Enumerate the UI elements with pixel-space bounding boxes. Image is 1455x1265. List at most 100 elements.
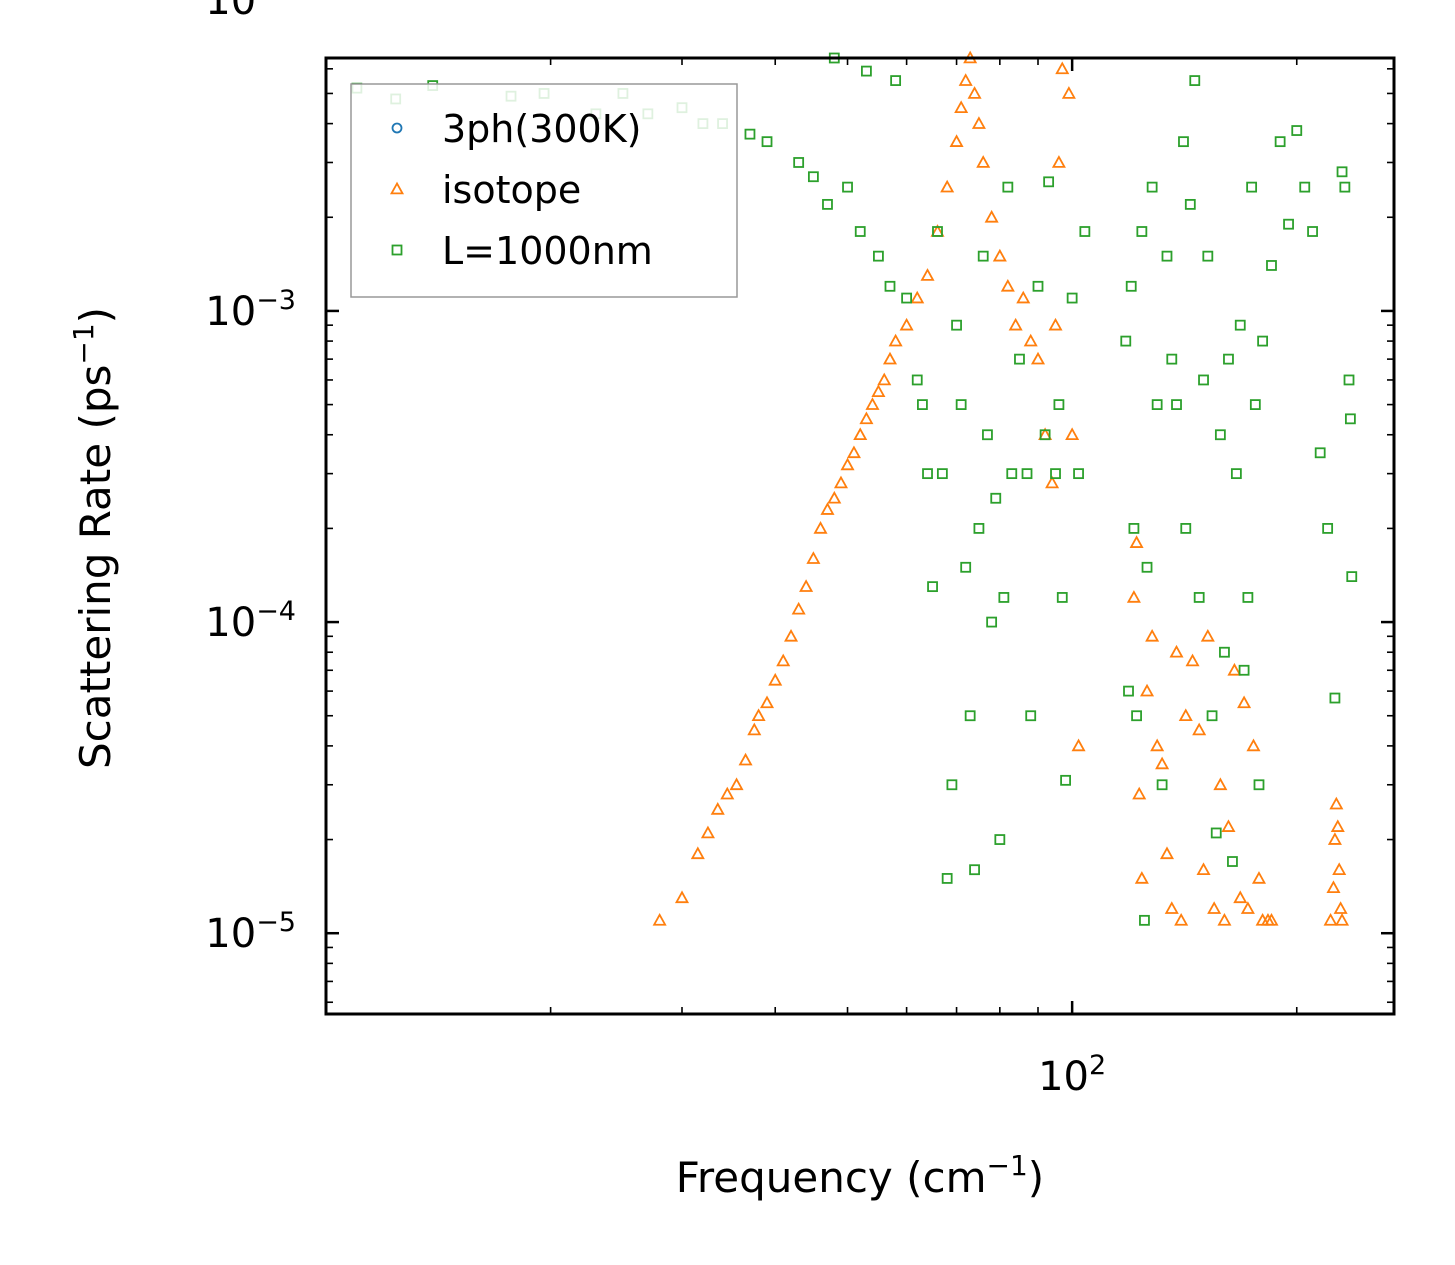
data-point-boundary xyxy=(744,128,756,140)
data-point-boundary xyxy=(1002,181,1014,193)
data-point-boundary xyxy=(1246,181,1258,193)
data-point-isotope xyxy=(846,445,861,459)
legend-label-3ph: 3ph(300K) xyxy=(442,107,641,151)
data-point-isotope xyxy=(738,752,753,766)
data-point-boundary xyxy=(1329,692,1341,704)
x-tick-base: 10 xyxy=(1038,1054,1089,1100)
data-point-boundary xyxy=(1180,523,1192,534)
data-point-isotope xyxy=(820,502,835,515)
data-point-boundary xyxy=(1198,374,1209,386)
data-point-isotope xyxy=(1237,695,1252,709)
data-point-boundary xyxy=(822,198,833,210)
data-point-boundary xyxy=(946,779,958,791)
data-point-boundary xyxy=(1146,181,1158,193)
data-point-boundary xyxy=(1039,429,1051,441)
y-tick-label: 10−4 xyxy=(205,596,296,646)
data-point-boundary xyxy=(1291,125,1303,136)
legend-marker-3ph xyxy=(391,122,403,134)
data-point-boundary xyxy=(1053,399,1065,410)
data-point-isotope xyxy=(1333,901,1348,914)
data-point-isotope xyxy=(776,653,791,667)
data-point-isotope xyxy=(1155,756,1170,770)
data-point-boundary xyxy=(854,226,866,237)
data-point-isotope xyxy=(1048,317,1063,331)
legend-item-3ph: 3ph(300K) xyxy=(391,107,641,151)
data-point-boundary xyxy=(998,592,1010,603)
data-point-boundary xyxy=(1193,592,1205,603)
data-point-boundary xyxy=(969,864,980,876)
data-point-isotope xyxy=(1140,683,1155,697)
data-point-isotope xyxy=(1196,862,1211,876)
data-point-isotope xyxy=(1330,819,1345,832)
data-point-boundary xyxy=(936,468,948,480)
data-point-isotope xyxy=(710,802,725,815)
data-point-isotope xyxy=(1051,155,1066,168)
data-point-isotope xyxy=(833,475,849,489)
data-point-isotope xyxy=(1178,708,1193,722)
data-point-isotope xyxy=(882,351,898,365)
data-point-boundary xyxy=(986,616,998,628)
data-point-isotope xyxy=(888,333,903,347)
data-point-boundary xyxy=(1184,198,1196,210)
data-point-boundary xyxy=(964,710,976,722)
data-point-isotope xyxy=(1264,912,1279,926)
data-point-boundary xyxy=(1238,664,1250,676)
data-point-boundary xyxy=(1230,468,1242,480)
data-point-isotope xyxy=(1055,61,1070,75)
legend-frame xyxy=(350,83,738,298)
data-point-boundary xyxy=(873,250,884,262)
data-point-boundary xyxy=(1307,226,1318,237)
data-point-boundary xyxy=(1073,468,1084,480)
y-tick-base: 10 xyxy=(205,0,256,24)
data-point-isotope xyxy=(954,100,969,113)
data-point-boundary xyxy=(1249,399,1261,410)
data-point-boundary xyxy=(1339,181,1351,193)
data-point-isotope xyxy=(899,317,914,331)
data-point-boundary xyxy=(960,561,972,573)
data-point-isotope xyxy=(1030,351,1046,365)
data-point-boundary xyxy=(1056,592,1068,603)
data-point-boundary xyxy=(951,319,962,331)
data-point-isotope xyxy=(806,551,821,564)
data-point-boundary xyxy=(1210,827,1222,839)
data-point-boundary xyxy=(842,181,853,193)
data-point-boundary xyxy=(955,399,967,410)
data-point-isotope xyxy=(1227,662,1242,676)
data-point-boundary xyxy=(884,280,896,292)
data-point-isotope xyxy=(1169,644,1184,658)
data-point-isotope xyxy=(759,695,775,709)
legend-item-isotope: isotope xyxy=(389,168,581,212)
y-tick-label: 10−3 xyxy=(205,285,296,335)
data-point-isotope xyxy=(949,134,964,147)
data-point-boundary xyxy=(1171,399,1182,410)
data-point-boundary xyxy=(1223,353,1234,365)
data-point-isotope xyxy=(1132,786,1147,800)
x-axis-label: Frequency (cm−1) xyxy=(676,1149,1044,1202)
y-tick-exp: −4 xyxy=(256,596,296,627)
legend: 3ph(300K) isotope L=1000nm xyxy=(350,83,738,298)
data-point-boundary xyxy=(1141,561,1153,573)
data-point-isotope xyxy=(976,155,991,168)
data-point-isotope xyxy=(967,86,982,99)
data-point-isotope xyxy=(799,579,814,592)
plot-frame xyxy=(324,56,1396,1016)
data-point-boundary xyxy=(1266,260,1277,271)
data-point-boundary xyxy=(1253,779,1265,791)
legend-item-boundary: L=1000nm xyxy=(391,229,653,273)
data-point-boundary xyxy=(1189,75,1201,86)
data-point-isotope xyxy=(1246,738,1261,752)
y-tick-label: 10−5 xyxy=(205,907,296,957)
data-point-isotope xyxy=(827,490,842,504)
data-point-boundary xyxy=(1206,710,1218,722)
y-tick-exp: −3 xyxy=(256,285,296,316)
data-point-boundary xyxy=(1314,447,1326,459)
data-point-boundary xyxy=(1336,166,1348,178)
data-point-boundary xyxy=(1123,685,1134,697)
data-point-boundary xyxy=(990,492,1002,504)
data-point-boundary xyxy=(890,75,902,86)
y-axis-label: Scattering Rate (ps−1) xyxy=(67,307,120,769)
data-point-isotope xyxy=(877,372,892,386)
data-point-isotope xyxy=(1071,738,1086,752)
y-tick-label: 10−2 xyxy=(205,0,296,24)
